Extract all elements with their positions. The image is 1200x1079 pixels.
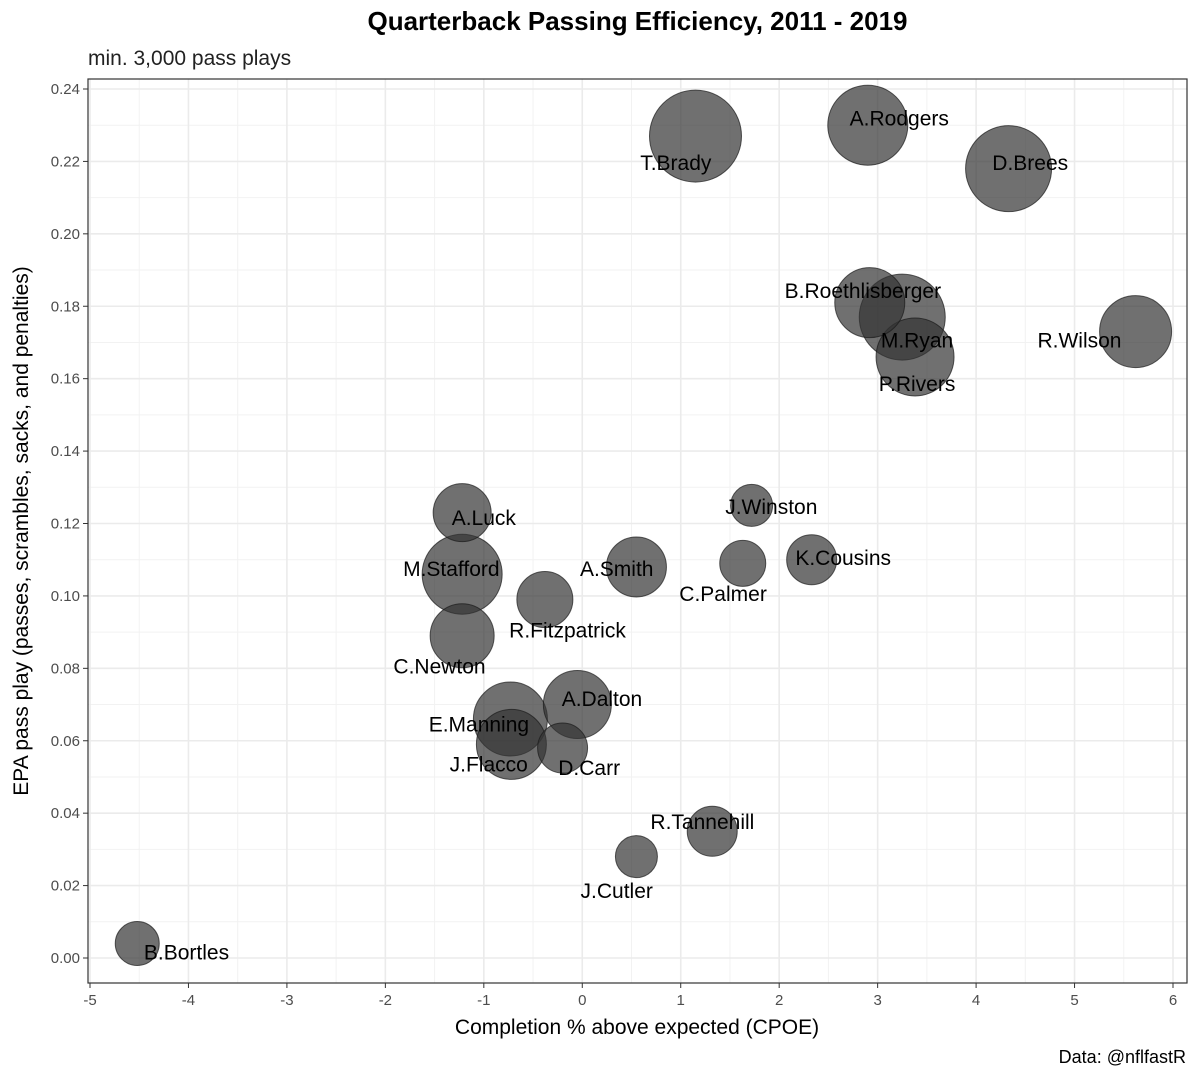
y-tick-label: 0.22 (51, 153, 80, 170)
bubbles (114, 84, 1173, 967)
bubble (605, 536, 667, 598)
point-label: A.Smith (580, 558, 654, 581)
point-label: M.Stafford (403, 558, 500, 581)
y-tick-label: 0.14 (51, 443, 80, 460)
y-tick-label: 0.16 (51, 371, 80, 388)
point-label: C.Newton (393, 656, 485, 679)
bubble (719, 539, 767, 587)
bubble (432, 483, 492, 543)
point-labels: T.Brady A.Rodgers D.Brees B.Roethlisberger M… (144, 108, 1122, 965)
x-tick-label: 4 (972, 992, 980, 1009)
bubble (648, 89, 742, 183)
y-tick-label: 0.06 (51, 733, 80, 750)
point-label: A.Luck (452, 507, 517, 530)
bubble (730, 483, 774, 527)
point-label: J.Cutler (581, 880, 653, 903)
grid-minor (88, 79, 1187, 983)
y-tick-label: 0.24 (51, 81, 80, 98)
point-label: B.Roethlisberger (785, 280, 941, 303)
point-label: T.Brady (640, 152, 712, 175)
bubble (614, 835, 658, 879)
y-tick-label: 0.00 (51, 950, 80, 967)
point-label: E.Manning (429, 713, 529, 736)
x-axis-title: Completion % above expected (CPOE) (455, 1016, 819, 1039)
point-label: R.Wilson (1037, 330, 1121, 353)
bubble (114, 921, 160, 967)
bubble (834, 267, 906, 339)
x-tick-label: 5 (1070, 992, 1078, 1009)
bubble (516, 571, 574, 629)
point-label: J.Flacco (450, 753, 528, 776)
bubble (1099, 295, 1173, 369)
bubble (429, 603, 495, 669)
bubble (875, 317, 955, 397)
y-tick-label: 0.20 (51, 226, 80, 243)
y-tick-label: 0.02 (51, 878, 80, 895)
x-tick-label: 3 (873, 992, 881, 1009)
x-tick-label: 6 (1169, 992, 1177, 1009)
point-label: P.Rivers (879, 373, 956, 396)
point-label: D.Carr (558, 757, 620, 780)
x-tick-label: 0 (578, 992, 586, 1009)
point-label: A.Rodgers (850, 108, 949, 131)
x-tick-label: -4 (182, 992, 195, 1009)
y-tick-label: 0.08 (51, 660, 80, 677)
x-tick-label: -1 (477, 992, 490, 1009)
bubble (686, 805, 738, 857)
x-tick-label: -3 (280, 992, 293, 1009)
x-tick-label: 1 (677, 992, 685, 1009)
point-label: A.Dalton (562, 688, 643, 711)
chart-title: Quarterback Passing Efficiency, 2011 - 2… (367, 6, 908, 36)
bubble (537, 722, 589, 774)
bubble (786, 534, 838, 586)
point-label: J.Winston (725, 496, 817, 519)
point-label: M.Ryan (881, 330, 953, 353)
point-label: R.Fitzpatrick (509, 619, 626, 642)
y-tick-label: 0.04 (51, 805, 80, 822)
point-label: K.Cousins (795, 547, 891, 570)
y-axis-title: EPA pass play (passes, scrambles, sacks,… (10, 266, 33, 796)
x-tick-label: -5 (83, 992, 96, 1009)
point-label: C.Palmer (679, 583, 767, 606)
x-tick-label: 2 (775, 992, 783, 1009)
point-label: D.Brees (992, 152, 1068, 175)
y-tick-label: 0.10 (51, 588, 80, 605)
x-tick-label: -2 (379, 992, 392, 1009)
chart-subtitle: min. 3,000 pass plays (88, 47, 292, 70)
point-label: R.Tannehill (650, 811, 754, 834)
axis-ticks: -5 -4 -3 -2 -1 0 1 2 3 4 5 6 0.00 0.02 0.04 0.06 0.08 0.1… (51, 81, 1177, 1009)
plot-border (87, 78, 1188, 984)
y-tick-label: 0.18 (51, 298, 80, 315)
bubble (965, 125, 1053, 213)
chart-caption: Data: @nflfastR (1058, 1047, 1186, 1067)
y-tick-label: 0.12 (51, 516, 80, 533)
point-label: B.Bortles (144, 942, 229, 965)
plot-background (88, 79, 1187, 983)
bubble (827, 84, 909, 166)
